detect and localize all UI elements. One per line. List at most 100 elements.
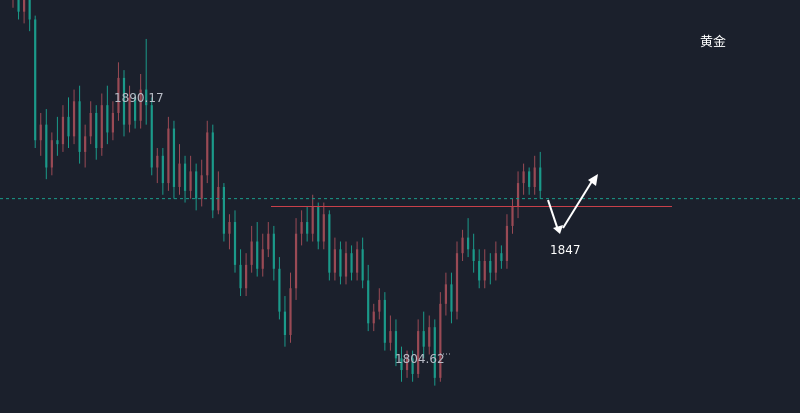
candle-body [483, 260, 486, 281]
candle-body [378, 299, 381, 312]
candle-body [317, 206, 320, 242]
candle-body [500, 253, 503, 261]
candle-body [361, 249, 364, 281]
candle [300, 210, 303, 246]
candle [422, 311, 425, 359]
candle-body [350, 253, 353, 273]
candle [344, 241, 348, 285]
candle-body [178, 163, 181, 187]
candle [272, 225, 275, 281]
candle [411, 350, 414, 382]
candle [106, 85, 109, 145]
candle-body [411, 358, 414, 374]
candle-body [100, 105, 103, 149]
candle [172, 120, 176, 199]
candle [494, 241, 497, 281]
candle-body [228, 222, 231, 234]
candle [72, 89, 76, 145]
candle [405, 350, 409, 378]
candle [383, 292, 386, 351]
candle [256, 222, 259, 277]
candle-body [233, 222, 237, 265]
candle [28, 0, 31, 32]
chart-title: 黄金 [700, 34, 726, 50]
candle-body [23, 0, 26, 12]
candle [389, 315, 392, 351]
candle [23, 0, 26, 24]
arrow-down-head [553, 225, 563, 234]
candle [350, 245, 353, 281]
candle-body [428, 327, 431, 347]
candle [167, 116, 170, 191]
candle-body [528, 171, 531, 187]
candle [67, 97, 70, 149]
low-price-label: 1804.62 [395, 352, 445, 366]
candle [483, 249, 486, 289]
candle-body [245, 264, 248, 289]
candle-body [333, 249, 336, 273]
candle-body [56, 140, 59, 145]
candle-body [61, 116, 65, 145]
candle [361, 237, 364, 289]
candle [450, 272, 453, 324]
arrow-down-stroke [547, 199, 559, 231]
level-price-label: 1847 [550, 243, 581, 257]
candle [294, 218, 298, 300]
candle-body [84, 136, 87, 152]
candle-body [533, 167, 536, 187]
candle-body [239, 264, 242, 289]
candle-body [505, 225, 509, 261]
candle-body [195, 171, 198, 199]
candle [89, 101, 92, 145]
candle [455, 241, 459, 320]
candle-body [289, 288, 292, 335]
candle [50, 132, 53, 176]
candle-body [122, 77, 126, 125]
candle-body [256, 241, 259, 269]
candle-body [394, 331, 398, 359]
candle-body [17, 0, 20, 12]
candle [533, 155, 536, 195]
candle-body [39, 124, 42, 141]
candle [95, 105, 98, 160]
candle-body [89, 112, 92, 137]
candle-body [367, 280, 370, 324]
candle-body [128, 97, 131, 125]
candle [134, 93, 137, 129]
candle-body [28, 0, 31, 20]
candle-body [117, 77, 120, 113]
candle-body [250, 241, 253, 265]
candle-body [539, 167, 542, 191]
candle-body [222, 186, 225, 234]
candle [306, 206, 309, 242]
candle-body [267, 233, 270, 250]
candle-body [461, 237, 464, 254]
candle-body [372, 311, 375, 324]
candle-body [72, 101, 76, 137]
candle [239, 249, 242, 297]
candle [183, 155, 187, 203]
candle-body [211, 132, 214, 211]
candle [261, 233, 264, 277]
candle [333, 237, 336, 281]
candle [478, 249, 481, 289]
projection-arrows [547, 174, 598, 234]
candle [245, 253, 248, 297]
candle [206, 120, 209, 184]
candle-body [134, 97, 137, 121]
candle-body [45, 124, 48, 168]
candle-body [294, 233, 298, 289]
candle-body [328, 214, 331, 273]
candle-body [417, 331, 420, 374]
candle [356, 241, 359, 281]
candle [428, 315, 431, 355]
candle-body [489, 260, 492, 273]
candle-body [444, 284, 447, 304]
candle-body [455, 253, 459, 312]
candle-body [161, 155, 164, 184]
candle-body [450, 284, 453, 312]
candle [111, 101, 114, 141]
candle-body [389, 331, 392, 343]
candle-body [172, 128, 176, 187]
